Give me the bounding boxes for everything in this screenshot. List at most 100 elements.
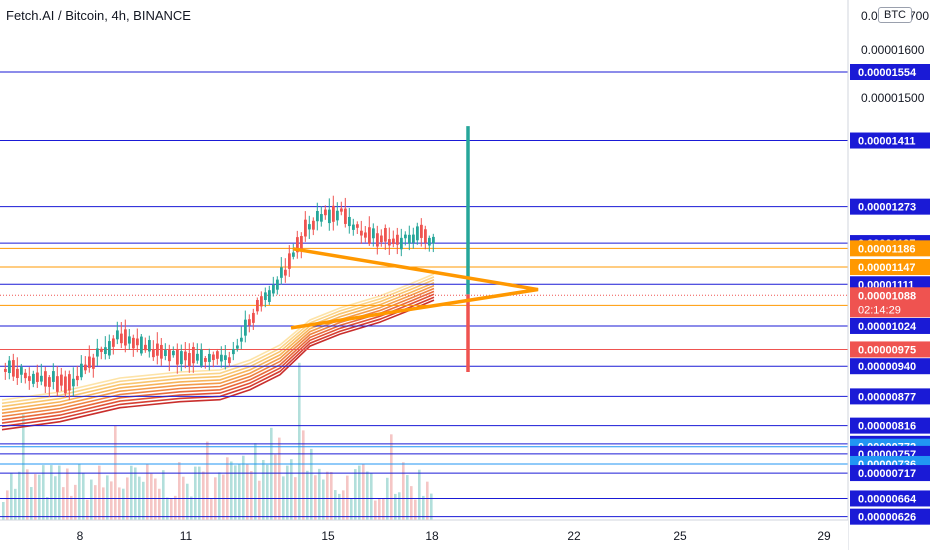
candle-body	[292, 252, 295, 257]
volume-bar	[266, 464, 269, 520]
candle-body	[388, 239, 391, 246]
price-label: 0.00000940	[858, 361, 916, 373]
volume-bar	[70, 495, 73, 520]
volume-bar	[78, 464, 81, 520]
candle-body	[124, 329, 127, 346]
volume-bar	[94, 485, 97, 520]
volume-bar	[50, 465, 53, 520]
candle-body	[416, 226, 419, 241]
price-axis[interactable]: 0.00007000.000016000.000015000.000015540…	[847, 0, 932, 550]
y-tick-label: 0.00001600	[861, 43, 925, 57]
volume-bar	[86, 499, 89, 520]
price-label-box	[850, 132, 930, 149]
volume-bar	[366, 471, 369, 520]
price-label-box	[850, 508, 930, 525]
volume-bar	[18, 471, 21, 520]
ma-line	[1, 276, 435, 405]
candle-body	[148, 340, 151, 352]
volume-bar	[218, 472, 221, 520]
y-tick-label: 0.00001500	[861, 91, 925, 105]
candle-body	[260, 296, 263, 307]
volume-bar	[322, 479, 325, 520]
volume-bar	[338, 493, 341, 520]
volume-bar	[170, 498, 173, 520]
triangle-pattern	[290, 126, 539, 372]
candle-body	[248, 319, 251, 326]
price-label: 0.00000877	[858, 391, 916, 403]
candle-body	[316, 211, 319, 222]
price-label-box	[850, 317, 930, 334]
candle-body	[308, 224, 311, 230]
volume-bar	[2, 501, 5, 520]
volume-bar	[90, 479, 93, 520]
candle-body	[232, 348, 235, 355]
volume-bar	[314, 475, 317, 520]
volume-bar	[158, 488, 161, 520]
candle-body	[400, 237, 403, 250]
volume-bar	[142, 481, 145, 520]
candle-body	[404, 234, 407, 239]
candle-body	[268, 290, 271, 302]
candle-body	[300, 236, 303, 249]
price-label-box	[850, 465, 930, 482]
candle-body	[228, 357, 231, 364]
volume-bar	[306, 470, 309, 520]
volume-bar	[186, 483, 189, 520]
volume-bar	[418, 469, 421, 520]
candle-body	[304, 219, 307, 237]
volume-bar	[6, 490, 9, 520]
candle-body	[200, 349, 203, 366]
candle-body	[216, 351, 219, 359]
volume-bar	[430, 493, 433, 520]
volume-bar	[330, 471, 333, 520]
candle-body	[376, 233, 379, 247]
candle-body	[180, 351, 183, 365]
candle-body	[312, 220, 315, 230]
candle-body	[324, 209, 327, 216]
candle-body	[60, 374, 63, 386]
volume-bar	[146, 464, 149, 520]
currency-button[interactable]: BTC	[878, 7, 912, 23]
price-label: 0.00001411	[858, 136, 916, 148]
volume-bar	[38, 474, 41, 520]
candle-body	[16, 368, 19, 379]
volume-bar	[174, 495, 177, 520]
price-label: 0.00000626	[858, 512, 916, 524]
candle-body	[204, 358, 207, 362]
time-axis[interactable]: 8 11 15 18 22 25 29	[0, 519, 848, 550]
candle-body	[44, 371, 47, 387]
volume-bar	[246, 464, 249, 520]
volume-bar	[310, 448, 313, 520]
price-label-box	[850, 358, 930, 375]
candle-body	[52, 371, 55, 382]
volume-bar	[130, 465, 133, 520]
candle-body	[224, 355, 227, 360]
candle-body	[80, 363, 83, 378]
volume-bar	[58, 465, 61, 520]
x-tick-label: 29	[817, 529, 831, 543]
volume-bar	[234, 465, 237, 520]
candle-body	[4, 368, 7, 372]
volume-bar	[374, 500, 377, 520]
volume-bar	[278, 437, 281, 520]
volume-bar	[210, 498, 213, 520]
candle-body	[40, 375, 43, 382]
candle-body	[336, 210, 339, 221]
volume-bar	[14, 488, 17, 520]
symbol-title: Fetch.AI / Bitcoin, 4h, BINANCE	[6, 8, 191, 23]
candle-body	[220, 354, 223, 362]
candle-body	[332, 205, 335, 222]
candle-body	[212, 354, 215, 361]
volume-bar	[198, 466, 201, 520]
price-label-box	[850, 240, 930, 257]
volume-bar	[194, 466, 197, 520]
volume-bar	[122, 488, 125, 520]
volume-bar	[394, 493, 397, 520]
volume-bar	[154, 478, 157, 520]
candle-body	[188, 353, 191, 367]
volume-bar	[42, 465, 45, 520]
candle-body	[32, 373, 35, 384]
volume-bar	[250, 471, 253, 520]
candle-body	[356, 224, 359, 228]
